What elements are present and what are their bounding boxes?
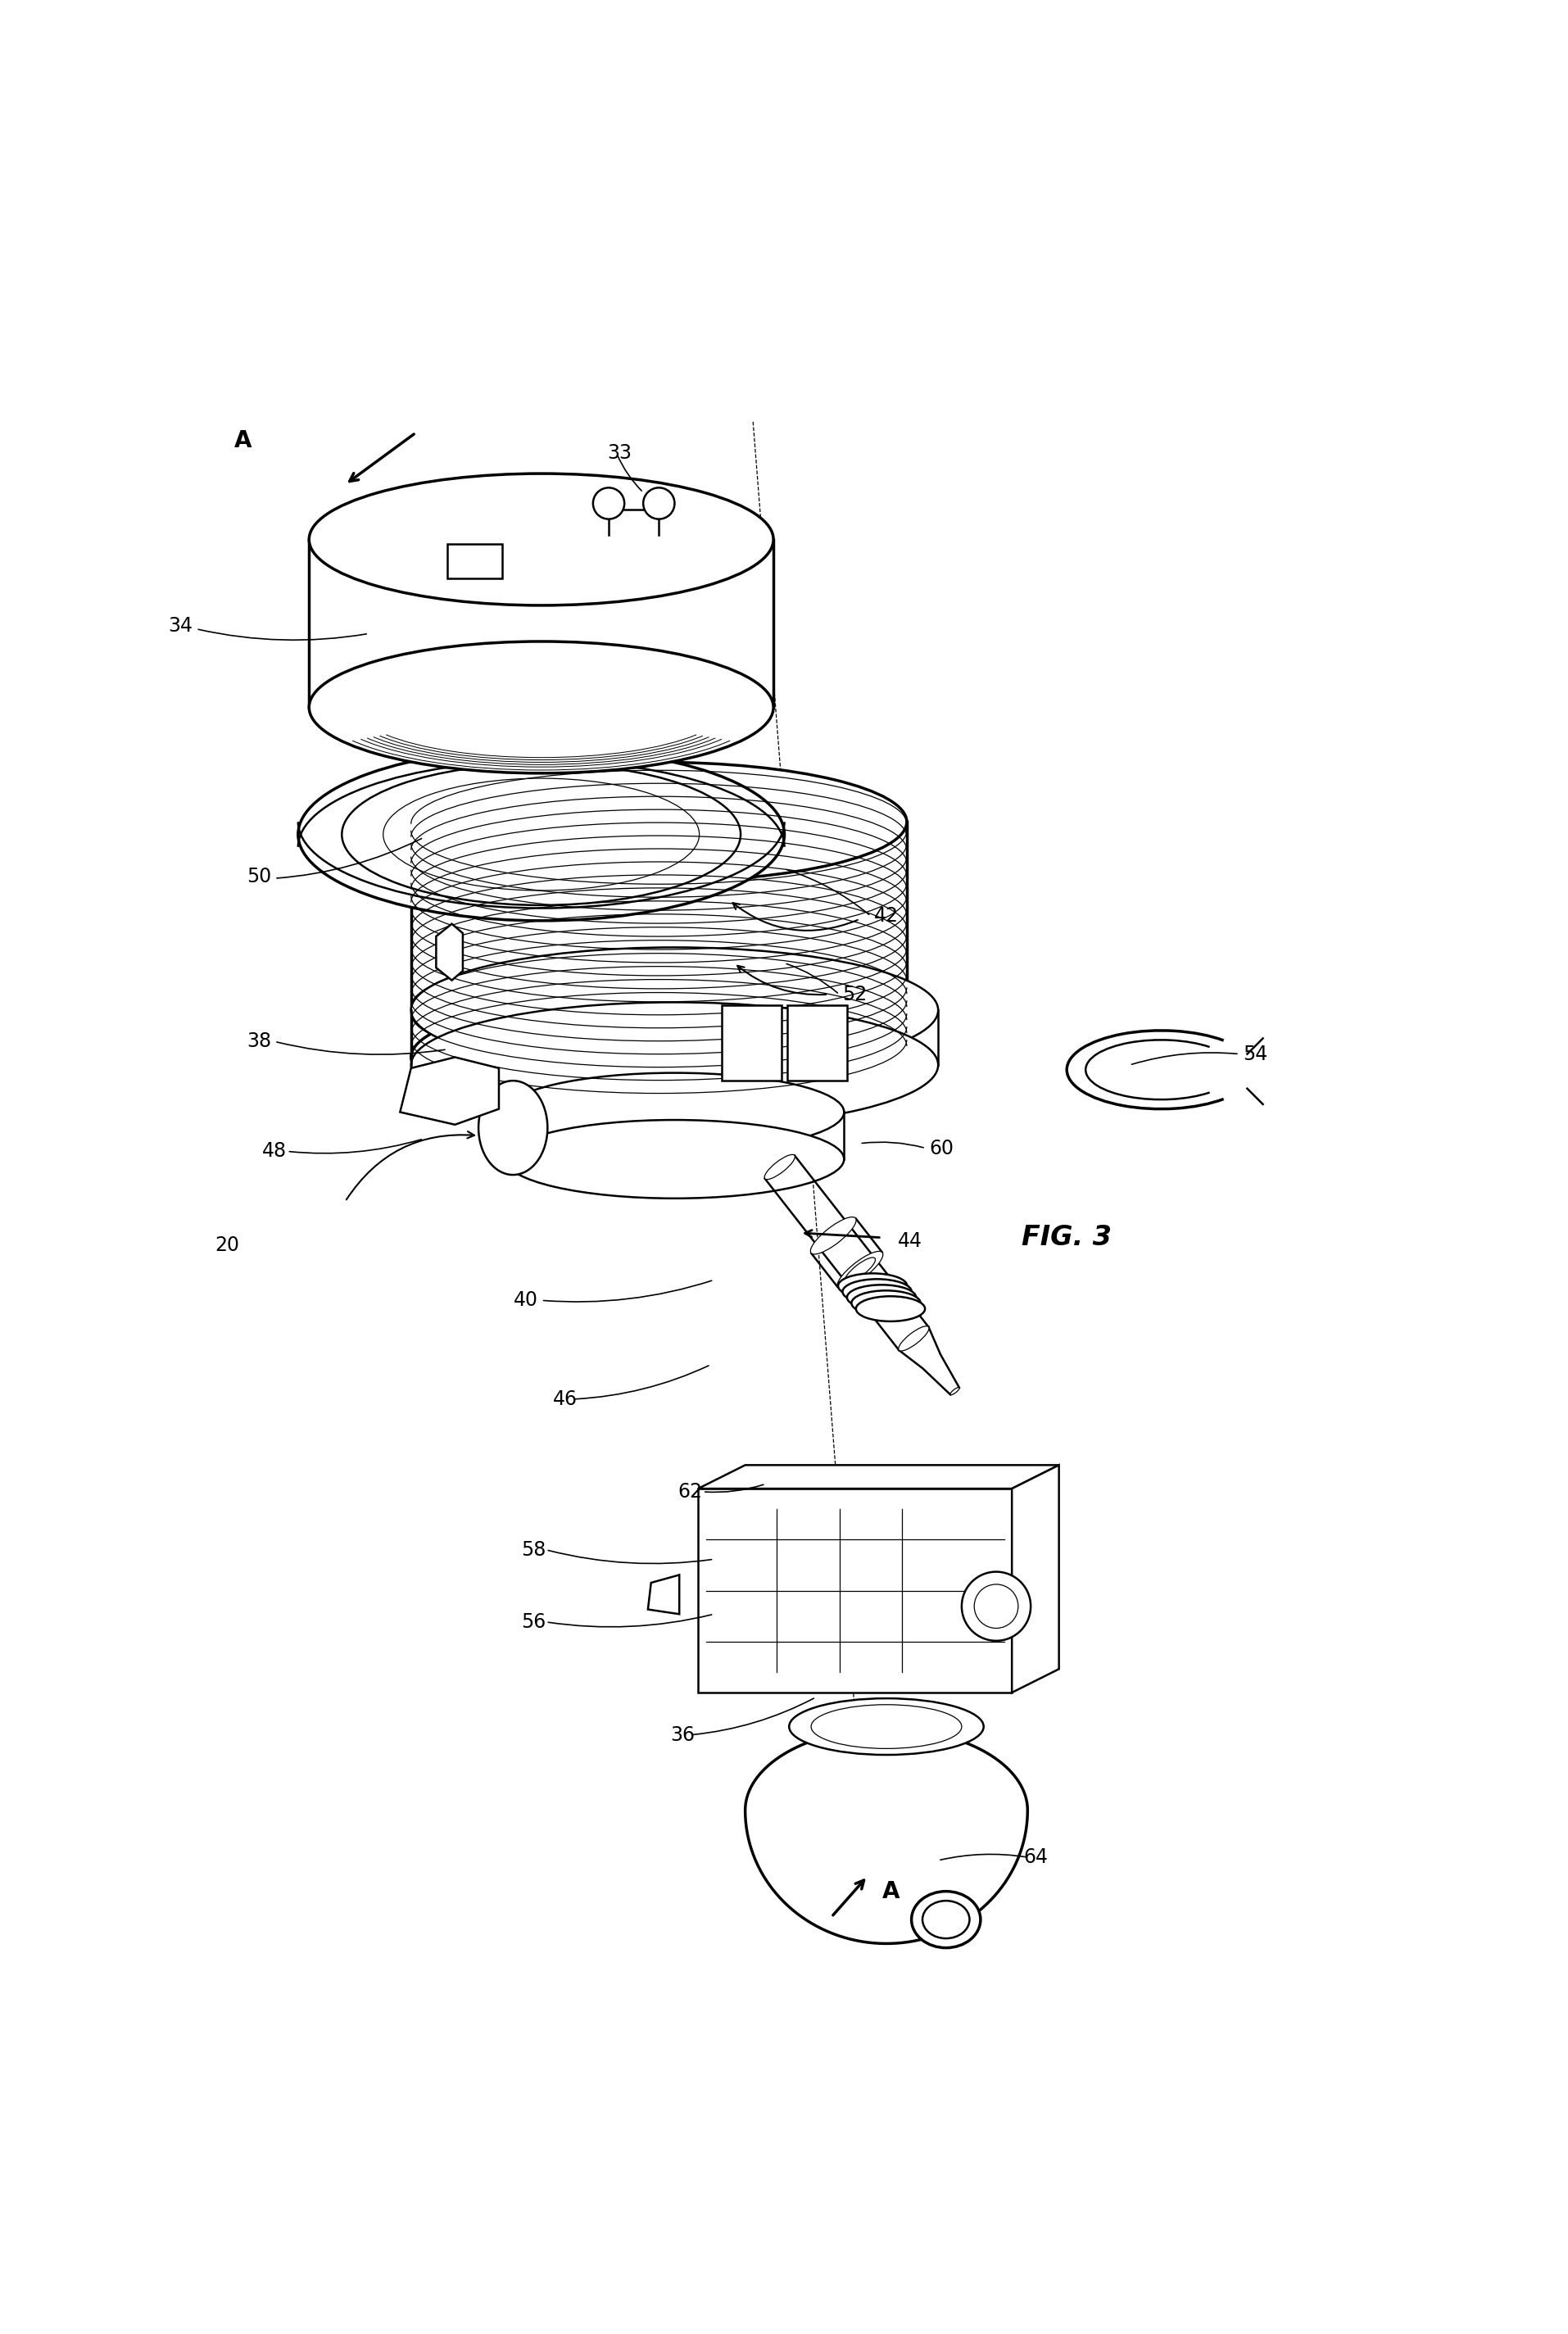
Text: 48: 48 [262,1141,287,1160]
Ellipse shape [411,948,938,1074]
Ellipse shape [911,1891,980,1949]
Text: 42: 42 [873,906,898,927]
Ellipse shape [505,1074,844,1151]
Polygon shape [411,822,906,1057]
Ellipse shape [856,1295,925,1321]
Ellipse shape [817,1223,848,1249]
Polygon shape [721,1006,781,1081]
Text: A: A [881,1881,900,1902]
Ellipse shape [411,763,906,882]
Text: 58: 58 [521,1540,546,1559]
Text: 36: 36 [670,1725,695,1746]
Circle shape [593,488,624,518]
Ellipse shape [764,1155,795,1179]
Ellipse shape [342,763,740,906]
Ellipse shape [842,1279,911,1305]
Ellipse shape [411,997,906,1116]
Text: 50: 50 [246,866,271,887]
Ellipse shape [898,1326,928,1351]
Text: 52: 52 [842,985,867,1004]
Text: 54: 54 [1242,1043,1267,1064]
Ellipse shape [309,642,773,773]
Text: 44: 44 [897,1230,922,1251]
Text: 56: 56 [521,1613,546,1631]
Ellipse shape [837,1274,906,1298]
Ellipse shape [845,1258,875,1281]
Text: 62: 62 [677,1482,702,1501]
Ellipse shape [298,749,784,920]
Circle shape [643,488,674,518]
Polygon shape [745,1729,1027,1944]
Text: 46: 46 [552,1389,577,1410]
Polygon shape [698,1466,1058,1489]
Circle shape [974,1585,1018,1629]
Ellipse shape [309,474,773,605]
Ellipse shape [950,1386,960,1396]
Ellipse shape [505,1120,844,1197]
Ellipse shape [811,1704,961,1748]
Text: 64: 64 [1022,1849,1047,1867]
Text: FIG. 3: FIG. 3 [1021,1223,1112,1251]
Ellipse shape [847,1284,916,1309]
Ellipse shape [478,1081,547,1174]
Text: 33: 33 [607,443,632,462]
Ellipse shape [789,1699,983,1755]
Text: 60: 60 [928,1139,953,1158]
Polygon shape [698,1489,1011,1692]
Text: 34: 34 [168,616,193,635]
Polygon shape [648,1575,679,1615]
Text: 38: 38 [246,1032,271,1050]
Ellipse shape [411,1001,938,1127]
Polygon shape [400,1057,499,1125]
Circle shape [961,1571,1030,1641]
Ellipse shape [811,1216,856,1253]
Polygon shape [436,924,463,980]
Text: A: A [234,429,252,453]
Polygon shape [411,1011,938,1064]
Ellipse shape [851,1291,920,1316]
Ellipse shape [383,777,699,892]
Polygon shape [309,539,773,707]
Polygon shape [787,1006,847,1081]
Text: 20: 20 [215,1235,240,1256]
Polygon shape [1011,1466,1058,1692]
Ellipse shape [837,1251,883,1288]
Ellipse shape [922,1900,969,1940]
Text: 40: 40 [513,1291,538,1309]
Polygon shape [505,1111,844,1160]
Polygon shape [447,544,502,579]
